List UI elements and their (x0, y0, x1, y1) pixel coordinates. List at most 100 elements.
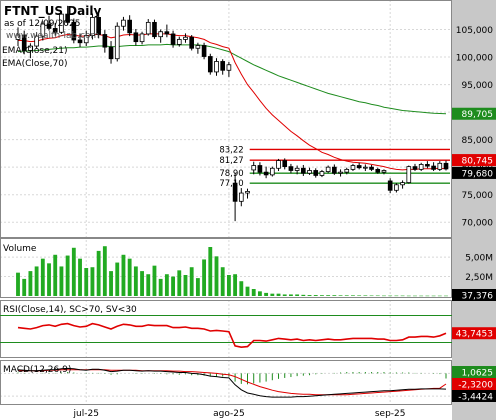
candle-body-9 (71, 21, 77, 41)
volume-bar-53 (344, 295, 349, 296)
volume-bar-43 (282, 294, 287, 296)
candle-body-26 (176, 39, 182, 45)
rsi-line (17, 322, 447, 349)
volume-bar-2 (28, 271, 33, 296)
candle-body-50 (325, 166, 331, 172)
volume-bar-23 (158, 278, 163, 296)
volume-bar-64 (413, 295, 417, 297)
volume-bar-3 (34, 266, 39, 296)
vol-tick-0: 5,00M (465, 254, 493, 264)
candle-body-14 (102, 34, 108, 48)
price-tick-7: 70,000 (462, 219, 494, 229)
volume-bar-57 (369, 295, 374, 297)
volume-bar-62 (400, 295, 405, 297)
volume-bar-16 (115, 262, 120, 296)
candle-body-32 (214, 61, 219, 73)
volume-bar-30 (202, 259, 207, 296)
volume-bar-63 (406, 295, 411, 297)
candle-body-33 (220, 61, 226, 71)
volume-bar-22 (152, 265, 157, 296)
candle-body-19 (133, 32, 139, 43)
chart-title: FTNT_US Daily (4, 4, 101, 19)
candle-body-5 (46, 23, 52, 29)
x-label-1: ago-25 (213, 409, 245, 419)
x-label-2: sep-25 (375, 409, 406, 419)
level-label-1: 81,27 (219, 156, 243, 166)
candle-body-69 (443, 162, 449, 170)
candle-body-17 (121, 19, 126, 27)
candle-body-20 (139, 33, 145, 43)
volume-bar-54 (351, 295, 355, 296)
candle-body-46 (301, 167, 306, 174)
candle-body-21 (145, 21, 151, 35)
candle-body-24 (164, 31, 170, 35)
candle-body-12 (90, 17, 95, 36)
volume-bar-68 (437, 295, 442, 297)
candle-body-60 (387, 180, 393, 191)
ema70-label: EMA(Close,70) (2, 59, 67, 69)
candle-body-67 (431, 165, 436, 170)
volume-bar-14 (102, 246, 107, 296)
level-label-2: 78,90 (219, 169, 243, 179)
candle-body-29 (195, 45, 201, 49)
candle-body-53 (344, 168, 350, 173)
volume-bar-34 (226, 275, 231, 296)
macd-last-2-box (452, 390, 496, 402)
candle-body-23 (158, 31, 163, 38)
candle-body-66 (425, 164, 430, 167)
rsi-frame (0, 300, 452, 358)
candle-body-63 (406, 166, 412, 183)
price-tick-6: 75,000 (462, 191, 494, 201)
volume-bar-42 (276, 293, 281, 296)
watermark: www.wealth-lab.com (6, 31, 99, 41)
axis-background (452, 0, 496, 420)
candle-body-6 (52, 28, 58, 33)
candle-body-10 (77, 39, 83, 44)
volume-bar-8 (65, 255, 70, 296)
candle-body-40 (263, 171, 269, 176)
volume-bar-12 (90, 267, 95, 296)
macd-line (17, 367, 447, 398)
volume-bar-32 (214, 256, 219, 296)
volume-frame (0, 238, 452, 298)
candle-body-38 (251, 165, 257, 171)
price-last-2: 79,680 (462, 169, 494, 179)
ema70-line (17, 43, 447, 115)
candle-body-35 (232, 182, 238, 202)
vol-last-box (452, 289, 496, 301)
volume-bar-58 (375, 295, 380, 297)
candle-body-13 (96, 17, 101, 35)
volume-bar-7 (59, 266, 64, 296)
volume-bar-37 (245, 286, 250, 296)
ema21-line (18, 33, 447, 171)
candle-body-56 (363, 166, 368, 169)
candle-body-0 (15, 34, 21, 40)
candle-body-8 (65, 13, 70, 23)
right-axis: 105,000100,00095,00090,00085,00080,00075… (452, 26, 496, 403)
volume-bar-17 (121, 254, 126, 296)
volume-bar-19 (133, 266, 138, 296)
volume-bar-13 (96, 250, 101, 296)
volume-bar-1 (22, 278, 27, 296)
candle-body-37 (245, 191, 250, 194)
candle-body-44 (288, 166, 294, 171)
candle-body-42 (276, 160, 281, 169)
volume-bar-67 (431, 295, 436, 297)
candle-body-7 (59, 13, 64, 33)
candle-body-18 (127, 19, 132, 34)
candle-body-59 (381, 170, 387, 173)
volume-bar-6 (53, 254, 58, 296)
price-frame (0, 0, 452, 238)
volume-bar-47 (307, 295, 312, 296)
volume-bar-38 (251, 289, 256, 296)
volume-bar-41 (270, 293, 275, 296)
price-candles (15, 5, 449, 222)
candle-body-43 (282, 160, 288, 168)
macd-frame (0, 360, 452, 405)
rsi-last: 43,7453 (456, 330, 493, 340)
price-last-0-box (452, 107, 496, 120)
macd-label: MACD(12,26,9) (3, 365, 71, 375)
candle-body-11 (83, 35, 89, 44)
candle-body-15 (108, 46, 114, 60)
